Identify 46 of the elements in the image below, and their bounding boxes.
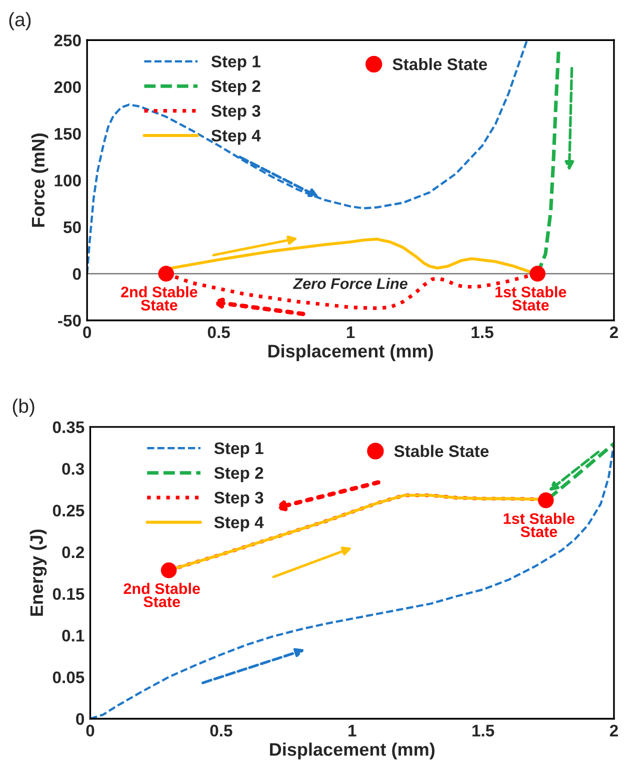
annotation: 2nd Stable State bbox=[121, 286, 198, 311]
legend-label: Step 4 bbox=[214, 516, 264, 532]
legend-label: Stable State bbox=[392, 58, 488, 70]
annotation: 1st Stable State bbox=[496, 286, 566, 311]
annotation: 2nd Stable State bbox=[124, 582, 200, 608]
annotation: 1st Stable State bbox=[504, 512, 574, 538]
legend-label: Step 1 bbox=[214, 442, 264, 458]
ref-line-label: Zero Force Line bbox=[292, 278, 408, 290]
x-axis-title: Displacement (mm) bbox=[270, 742, 434, 760]
y-tick-label: 0.35 bbox=[52, 421, 84, 434]
y-tick-label: 150 bbox=[54, 128, 81, 140]
y-tick-label: 0.05 bbox=[52, 671, 84, 684]
legend-label: Step 3 bbox=[211, 104, 260, 120]
x-tick-label: 0 bbox=[86, 724, 94, 737]
y-tick-label: 250 bbox=[54, 34, 81, 46]
y-tick-label: 0.25 bbox=[52, 504, 84, 516]
chart-title: (a) bbox=[9, 12, 31, 30]
y-tick-label: 50 bbox=[64, 221, 81, 234]
x-tick-label: 2 bbox=[610, 724, 618, 736]
y-axis-title: Energy (J) bbox=[30, 530, 47, 616]
legend-label: Step 1 bbox=[211, 56, 260, 71]
x-tick-label: 1.5 bbox=[472, 326, 494, 338]
x-tick-label: 1 bbox=[348, 724, 356, 736]
x-tick-label: 0.5 bbox=[210, 724, 232, 737]
x-tick-label: 0.5 bbox=[208, 326, 230, 338]
chart-title: (b) bbox=[12, 398, 34, 417]
y-axis-title: Force (mN) bbox=[31, 134, 48, 227]
y-tick-label: 0.3 bbox=[62, 463, 84, 475]
x-tick-label: 1.5 bbox=[472, 724, 494, 737]
y-tick-label: 100 bbox=[54, 174, 81, 186]
line-series bbox=[87, 40, 528, 275]
legend-label: Step 3 bbox=[214, 492, 264, 507]
x-axis-title: Displacement (mm) bbox=[268, 344, 433, 362]
legend-label: Step 2 bbox=[211, 80, 260, 96]
y-tick-label: -50 bbox=[58, 314, 81, 327]
y-tick-label: 0 bbox=[72, 268, 81, 280]
legend-label: Step 2 bbox=[214, 467, 264, 482]
legend-label: Stable State bbox=[394, 444, 489, 458]
y-tick-label: 0.15 bbox=[52, 588, 84, 600]
x-tick-label: 1 bbox=[346, 326, 355, 338]
x-tick-label: 2 bbox=[610, 326, 618, 338]
legend-label: Step 4 bbox=[211, 130, 261, 145]
y-tick-label: 200 bbox=[54, 81, 81, 94]
y-tick-label: 0.2 bbox=[62, 546, 84, 558]
y-tick-label: 0 bbox=[76, 713, 84, 725]
y-tick-label: 0.1 bbox=[62, 630, 84, 642]
